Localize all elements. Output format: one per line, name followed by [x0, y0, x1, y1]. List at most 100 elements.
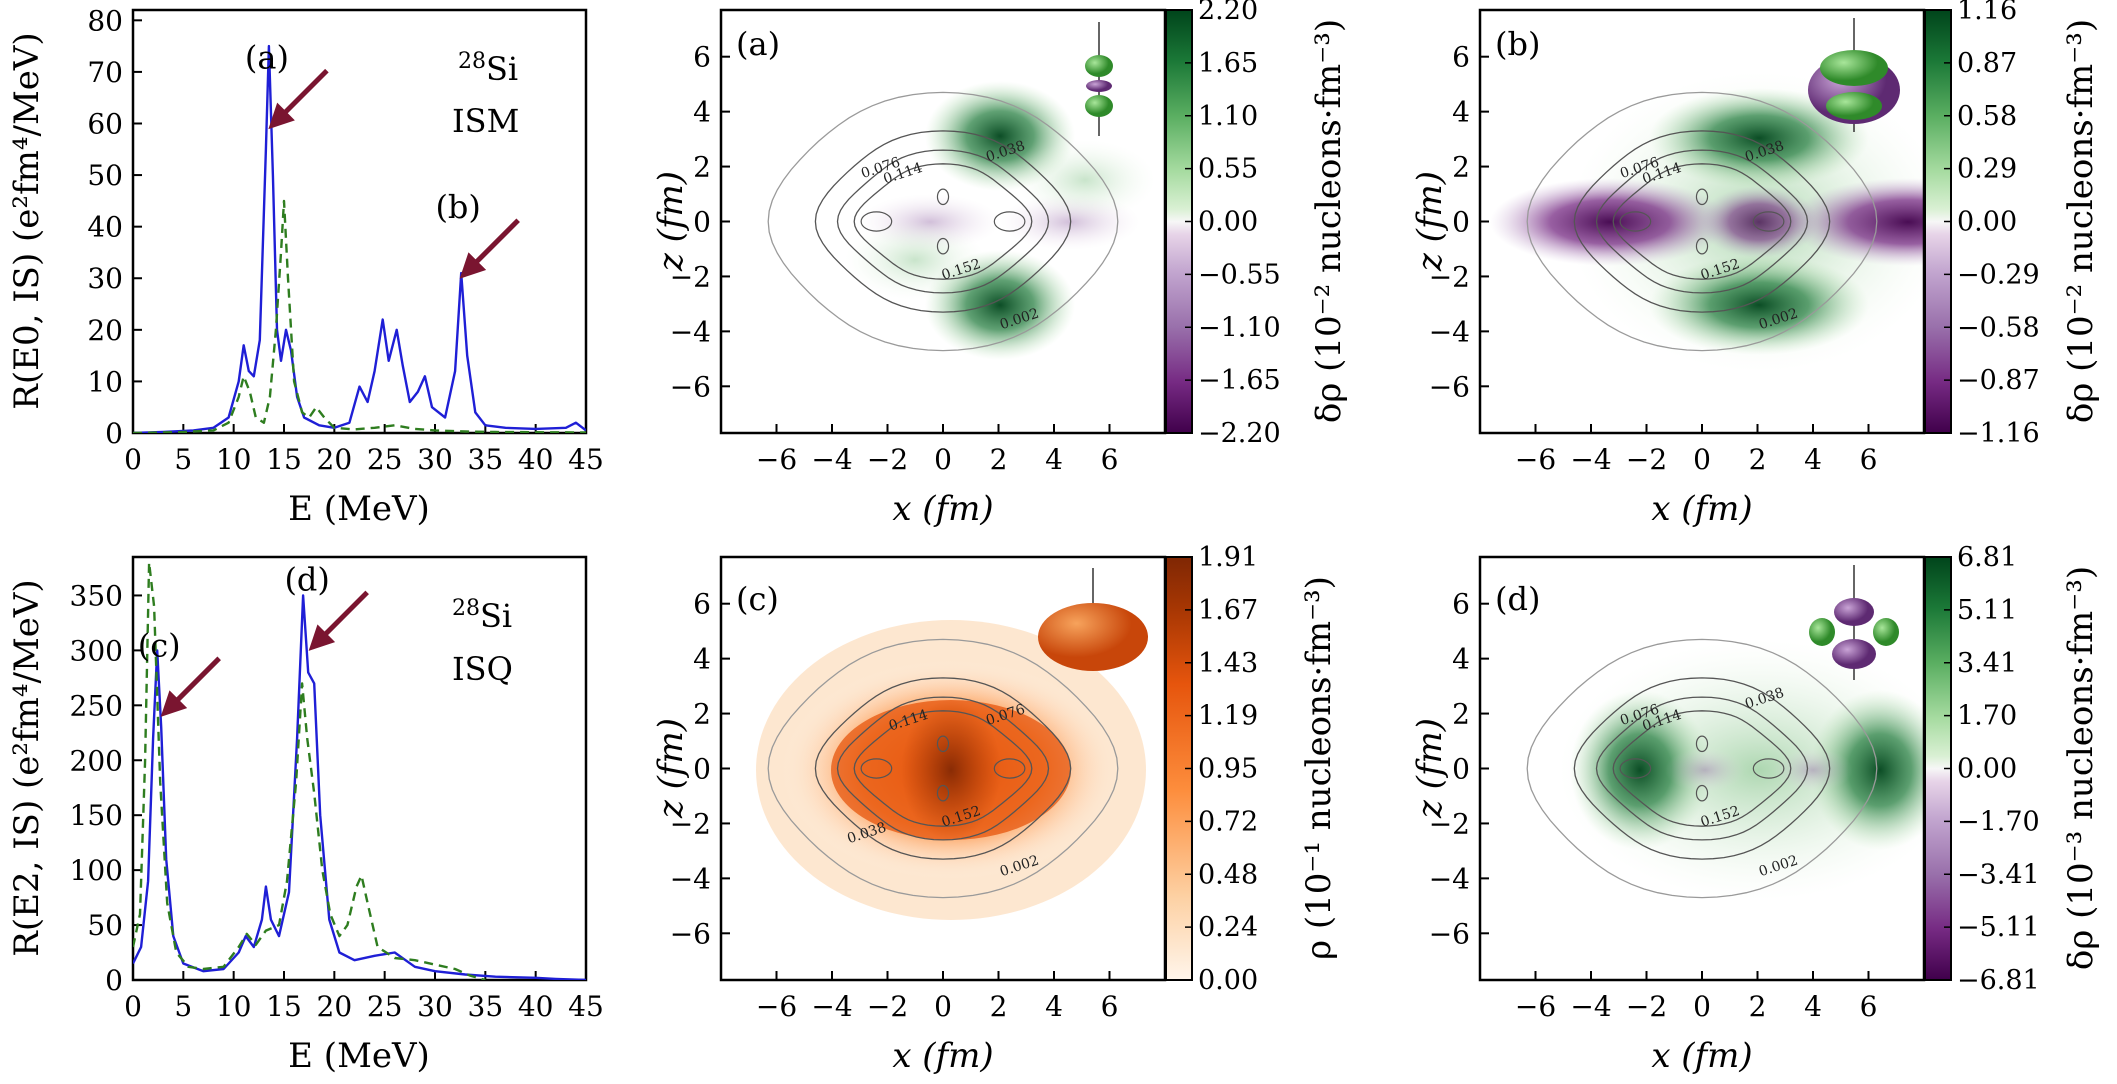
density-contour: [936, 188, 950, 206]
x-ticks: −6 −4 −2 0 2 4 6: [756, 424, 1118, 476]
peak-arrow: [459, 218, 520, 279]
y-tick-label: −6: [1429, 370, 1470, 403]
spectrum-chart-e2: 0 5 10 15 20 25 30 35 40 45 050100150200250300350…: [7, 555, 604, 1076]
x-tick-label: 0: [124, 990, 142, 1023]
y-tick-label: −6: [1429, 917, 1470, 950]
density-contour: [1526, 638, 1878, 899]
y-tick-label: −2: [670, 260, 711, 293]
density-lobe: [1699, 186, 1819, 258]
orbital-lobe: [1085, 95, 1113, 117]
y-tick-label: 250: [70, 689, 123, 722]
x-ticks: 0 5 10 15 20 25 30 35 40 45: [124, 971, 604, 1023]
density-lobe: [1490, 178, 1730, 266]
x-tick-label: 6: [1101, 990, 1119, 1023]
peak-arrow: [160, 656, 221, 717]
density-contour: [993, 758, 1026, 779]
orbital-inset: [1808, 18, 1900, 132]
y-axis-label: z (fm): [1410, 171, 1450, 272]
peak-label: (a): [245, 39, 289, 77]
y-tick-label: 300: [70, 634, 123, 667]
y-tick-label: 0: [693, 206, 711, 239]
x-tick-label: 25: [367, 990, 403, 1023]
x-tick-label: 0: [934, 990, 952, 1023]
x-axis-label: x (fm): [892, 489, 993, 529]
y-tick-label: −4: [1429, 315, 1470, 348]
density-lobe: [845, 220, 985, 300]
colorbar-tick-label: −5.11: [1957, 912, 2040, 943]
x-tick-label: 4: [1045, 443, 1063, 476]
x-tick-label: 2: [1749, 443, 1767, 476]
colorbar-tick-label: −0.55: [1198, 259, 1281, 290]
panel-label: (d): [1495, 580, 1540, 618]
colorbar-ticks: 1.16 0.87 0.58 0.29 0.00 −0.29 −0.58 −0.87 −1.16: [1944, 0, 2040, 449]
y-tick-label: 10: [87, 365, 123, 398]
x-tick-label: 0: [124, 443, 142, 476]
peak-label: (b): [435, 188, 480, 226]
series-line-dashed: [133, 199, 586, 433]
density-contour: [767, 91, 1119, 352]
density-contour: [853, 163, 1033, 280]
colorbar-tick-label: −0.87: [1957, 365, 2040, 396]
colorbar-tick-label: −2.20: [1198, 418, 1281, 449]
y-tick-label: 350: [70, 579, 123, 612]
colorbar-tick-label: 0.00: [1198, 965, 1258, 996]
density-contour: [836, 696, 1050, 841]
x-tick-label: 6: [1860, 990, 1878, 1023]
density-contour: [1612, 710, 1792, 827]
y-tick-label: 80: [87, 4, 123, 37]
x-tick-label: 5: [174, 990, 192, 1023]
y-tick-label: 4: [693, 96, 711, 129]
orbital-lobe: [1834, 598, 1874, 626]
density-contour: [1573, 130, 1831, 313]
density-field: [1559, 640, 1924, 900]
arrow-group: (a) (b): [245, 39, 520, 279]
density-lobe: [1773, 748, 1853, 792]
colorbar-tick-label: −1.10: [1198, 312, 1281, 343]
colorbar-tick-label: 0.58: [1957, 101, 2017, 132]
density-contour: [993, 211, 1026, 232]
orbital-lobe: [1085, 55, 1113, 77]
density-contour: [1619, 211, 1652, 232]
x-tick-label: −4: [1570, 990, 1611, 1023]
nucleus-label: 28Si: [458, 49, 518, 88]
x-tick-label: 45: [568, 990, 604, 1023]
density-contour: [1695, 784, 1709, 802]
colorbar-tick-label: 2.20: [1198, 0, 1258, 26]
colorbar-tick-label: −6.81: [1957, 965, 2040, 996]
colorbar-tick-label: 1.43: [1198, 648, 1258, 679]
density-lobe: [1015, 140, 1155, 220]
series-group: [133, 561, 586, 980]
density-field: [756, 620, 1146, 920]
y-tick-label: 0: [105, 964, 123, 997]
density-contour: [1695, 735, 1709, 753]
y-tick-label: 50: [87, 909, 123, 942]
density-lobe: [1810, 690, 1924, 850]
plot-frame: [131, 555, 588, 982]
density-contour: [936, 784, 950, 802]
x-tick-label: 20: [317, 443, 353, 476]
colorbar-tick-label: −1.16: [1957, 418, 2040, 449]
y-tick-label: −2: [1429, 807, 1470, 840]
x-tick-label: 2: [1749, 990, 1767, 1023]
density-contour: [1752, 758, 1785, 779]
y-tick-label: 2: [693, 698, 711, 731]
x-tick-label: 6: [1860, 443, 1878, 476]
series-line-dashed: [133, 561, 486, 980]
peak-label: (c): [138, 626, 181, 664]
y-ticks: 0 10 20 30 40 50 60 70 80: [87, 4, 142, 450]
y-tick-label: 70: [87, 56, 123, 89]
y-tick-label: 30: [87, 262, 123, 295]
y-ticks: −6 −4 −2 0 2 4 6: [670, 41, 730, 403]
x-tick-label: 0: [1693, 443, 1711, 476]
y-axis-label: R(E2, IS) (e²fm⁴/MeV): [7, 579, 47, 956]
x-tick-label: 2: [990, 443, 1008, 476]
colorbar-tick-label: 1.67: [1198, 595, 1258, 626]
peak-label: (d): [284, 560, 329, 598]
y-tick-label: −2: [1429, 260, 1470, 293]
mass-number: 28: [452, 596, 480, 621]
series-line-solid: [133, 594, 586, 980]
density-contour: [1573, 677, 1831, 860]
